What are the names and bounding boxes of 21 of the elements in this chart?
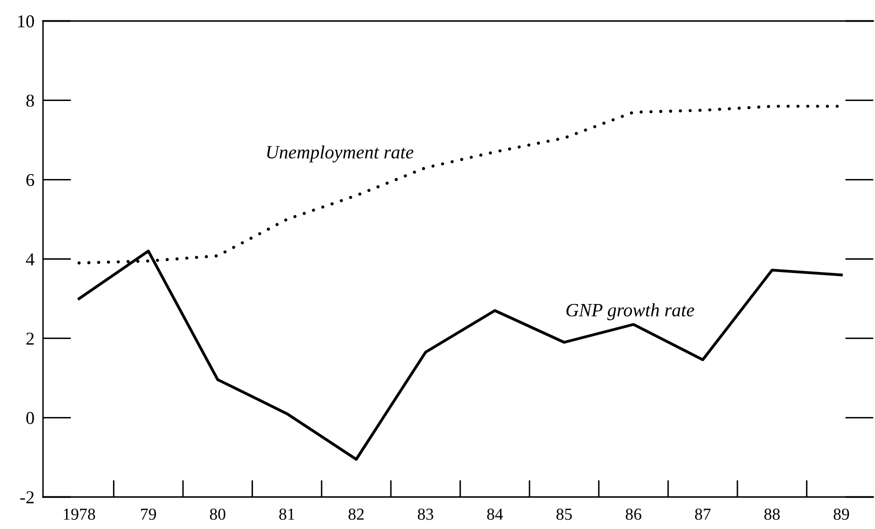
x-tick-label: 85 bbox=[556, 508, 572, 520]
x-tick-label: 83 bbox=[418, 508, 434, 520]
series-label: GNP growth rate bbox=[566, 303, 694, 320]
y-tick-label: 6 bbox=[26, 174, 34, 186]
y-tick-label: 2 bbox=[26, 332, 34, 345]
x-tick-label: 86 bbox=[626, 508, 642, 520]
x-tick-label: 1978 bbox=[64, 508, 96, 520]
x-tick-label: 89 bbox=[834, 508, 850, 520]
x-tick-label: 84 bbox=[487, 508, 503, 520]
y-tick-label: 4 bbox=[26, 253, 34, 266]
x-tick-label: 81 bbox=[279, 508, 294, 520]
x-tick-label: 80 bbox=[210, 508, 226, 520]
y-tick-label: 8 bbox=[26, 94, 34, 107]
y-tick-label: 0 bbox=[26, 412, 34, 424]
x-tick-label: 79 bbox=[141, 508, 156, 520]
x-tick-label: 87 bbox=[695, 508, 711, 520]
x-tick-label: 88 bbox=[764, 508, 780, 520]
y-tick-label: -2 bbox=[20, 491, 34, 504]
series-label: Unemployment rate bbox=[267, 145, 414, 162]
y-tick-label: 10 bbox=[18, 15, 34, 28]
x-tick-label: 82 bbox=[348, 508, 364, 520]
